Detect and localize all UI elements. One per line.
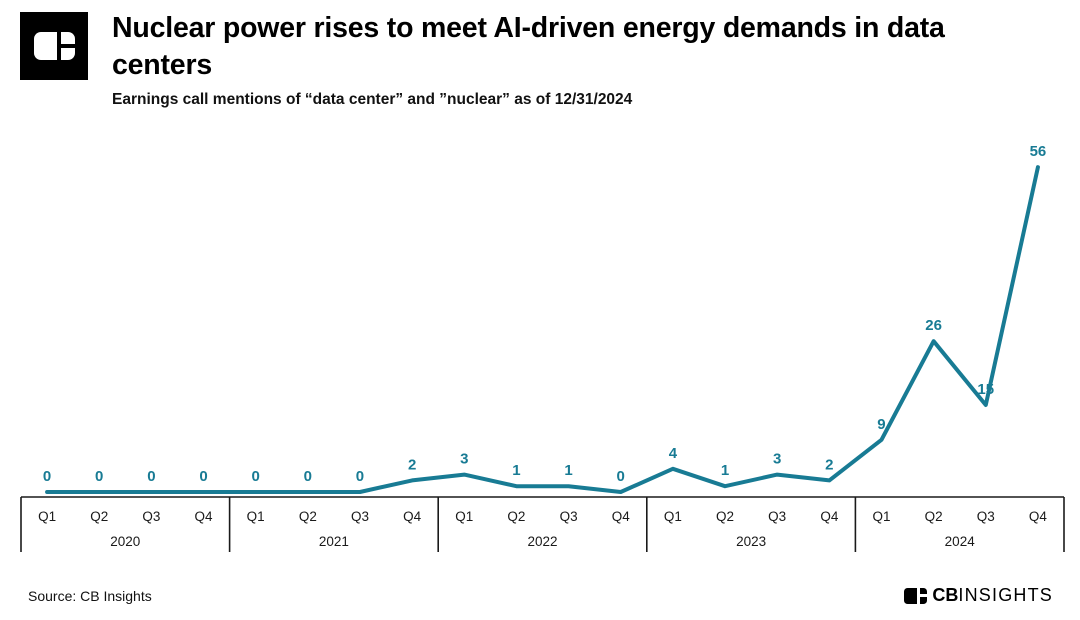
quarter-tick-label: Q4 (1029, 509, 1048, 524)
quarter-tick-label: Q4 (612, 509, 631, 524)
quarter-tick-label: Q2 (925, 509, 943, 524)
value-label: 9 (877, 416, 885, 433)
value-label: 1 (512, 462, 520, 479)
quarter-tick-label: Q1 (872, 509, 890, 524)
year-label: 2023 (736, 534, 766, 549)
cb-insights-logo-icon (20, 12, 88, 80)
cb-insights-logo-glyph (34, 32, 75, 60)
quarter-tick-label: Q2 (90, 509, 108, 524)
value-label: 0 (356, 468, 364, 485)
value-label: 1 (721, 462, 729, 479)
value-label: 0 (252, 468, 260, 485)
quarter-tick-label: Q1 (664, 509, 682, 524)
cb-insights-footer-logo-icon (904, 587, 928, 604)
year-label: 2020 (110, 534, 140, 549)
page-title: Nuclear power rises to meet AI-driven en… (112, 10, 1062, 84)
value-label: 15 (977, 381, 994, 398)
chart-subtitle: Earnings call mentions of “data center” … (112, 91, 633, 108)
year-label: 2021 (319, 534, 349, 549)
chart-header: Nuclear power rises to meet AI-driven en… (112, 10, 1062, 109)
value-label: 2 (408, 456, 416, 473)
quarter-tick-label: Q4 (403, 509, 422, 524)
year-label: 2022 (527, 534, 557, 549)
quarter-tick-label: Q2 (299, 509, 317, 524)
quarter-tick-label: Q1 (455, 509, 473, 524)
cb-insights-wordmark-text: CB INSIGHTS (932, 585, 1053, 606)
quarter-tick-label: Q4 (820, 509, 839, 524)
value-label: 3 (773, 451, 781, 468)
value-label: 26 (925, 317, 942, 334)
quarter-tick-label: Q3 (560, 509, 578, 524)
value-label: 0 (147, 468, 155, 485)
value-label: 0 (617, 468, 625, 485)
value-label: 0 (304, 468, 312, 485)
quarter-tick-label: Q3 (351, 509, 369, 524)
wordmark-insights: INSIGHTS (958, 585, 1053, 605)
year-label: 2024 (945, 534, 976, 549)
value-label: 0 (199, 468, 207, 485)
page-title-line2: centers (112, 49, 212, 81)
quarter-tick-label: Q1 (38, 509, 56, 524)
quarter-tick-label: Q1 (247, 509, 265, 524)
value-label: 1 (564, 462, 572, 479)
quarter-tick-label: Q2 (507, 509, 525, 524)
quarter-tick-label: Q3 (768, 509, 786, 524)
value-label: 56 (1030, 143, 1047, 160)
value-label: 0 (95, 468, 103, 485)
quarter-tick-label: Q3 (142, 509, 160, 524)
value-label: 0 (43, 468, 51, 485)
source-label: Source: CB Insights (28, 588, 152, 604)
value-label: 2 (825, 456, 833, 473)
quarter-tick-label: Q3 (977, 509, 995, 524)
page-title-line1: Nuclear power rises to meet AI-driven en… (112, 12, 945, 44)
value-label: 4 (669, 445, 678, 462)
wordmark-cb: CB (932, 585, 959, 605)
quarter-tick-label: Q4 (195, 509, 214, 524)
trend-line (45, 165, 1040, 494)
quarter-tick-label: Q2 (716, 509, 734, 524)
cb-insights-wordmark: CB INSIGHTS (904, 585, 1053, 606)
value-label: 3 (460, 451, 468, 468)
